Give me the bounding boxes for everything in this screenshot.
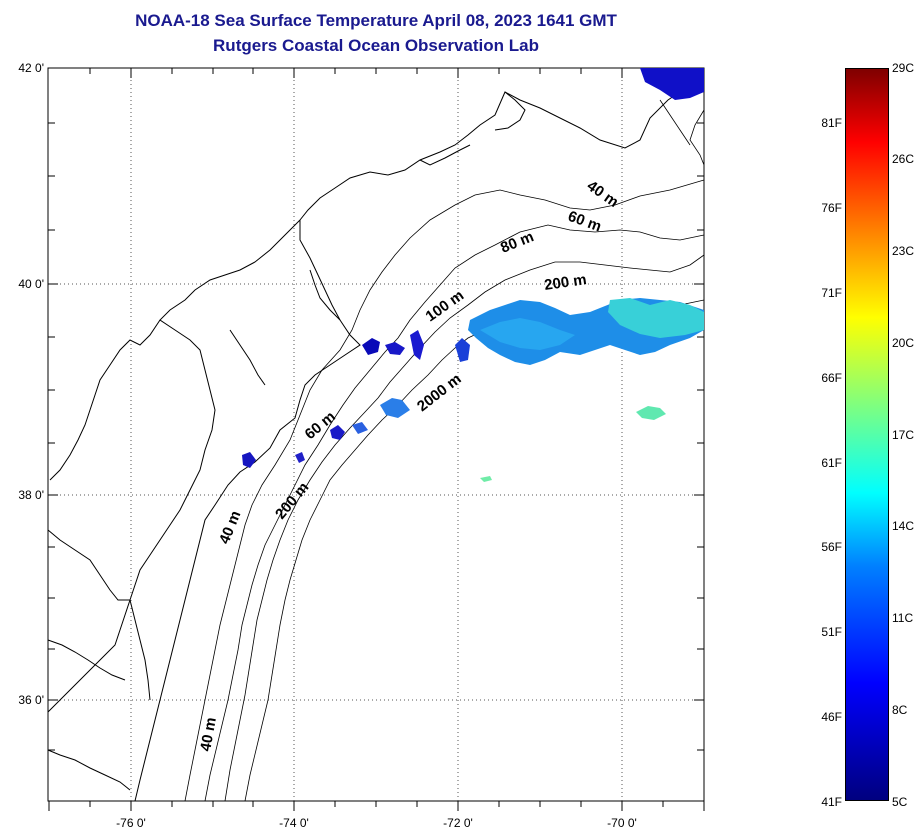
x-axis-label-76: -76 0' bbox=[116, 816, 146, 830]
contour-label-40m-mid: 40 m bbox=[216, 508, 245, 546]
map-subtitle: Rutgers Coastal Ocean Observation Lab bbox=[213, 36, 539, 55]
x-axis-label-74: -74 0' bbox=[279, 816, 309, 830]
coastline bbox=[47, 69, 705, 802]
colorbar-c-14: 14C bbox=[892, 519, 915, 533]
colorbar-f-56: 56F bbox=[821, 540, 842, 554]
contour-label-80m: 80 m bbox=[498, 228, 536, 257]
contour-label-200m-north: 200 m bbox=[543, 271, 587, 294]
depth-contours bbox=[184, 99, 705, 802]
colorbar-c-20: 20C bbox=[892, 336, 915, 350]
contour-label-2000m: 2000 m bbox=[414, 370, 465, 415]
colorbar-c-29: 29C bbox=[892, 61, 915, 75]
colorbar-c-11: 11C bbox=[892, 611, 914, 625]
map-title: NOAA-18 Sea Surface Temperature April 08… bbox=[135, 11, 617, 30]
y-axis-label-38: 38 0' bbox=[18, 488, 44, 502]
colorbar-c-26: 26C bbox=[892, 152, 915, 166]
temperature-colorbar bbox=[845, 68, 889, 801]
colorbar-c-17: 17C bbox=[892, 428, 915, 442]
x-axis-label-70: -70 0' bbox=[607, 816, 637, 830]
colorbar-f-61: 61F bbox=[821, 456, 842, 470]
y-axis-label-40: 40 0' bbox=[18, 277, 44, 291]
contour-label-40m-south: 40 m bbox=[197, 716, 220, 753]
colorbar-f-76: 76F bbox=[821, 201, 842, 215]
grid-lines bbox=[48, 68, 704, 801]
map-frame bbox=[47, 67, 705, 802]
colorbar-c-23: 23C bbox=[892, 244, 915, 258]
colorbar-f-51: 51F bbox=[821, 625, 842, 639]
contour-labels: 40 m 60 m 80 m 200 m 100 m 2000 m 60 m 2… bbox=[197, 177, 621, 752]
contour-label-100m: 100 m bbox=[423, 287, 468, 325]
contour-label-200m-south: 200 m bbox=[272, 479, 312, 523]
axis-ticks bbox=[48, 67, 705, 811]
y-axis-label-42: 42 0' bbox=[18, 61, 44, 75]
colorbar-f-46: 46F bbox=[821, 710, 842, 724]
colorbar-f-41: 41F bbox=[821, 795, 842, 809]
colorbar-c-8: 8C bbox=[892, 703, 908, 717]
x-axis-label-72: -72 0' bbox=[443, 816, 473, 830]
colorbar-c-5: 5C bbox=[892, 795, 908, 809]
colorbar-f-81: 81F bbox=[821, 116, 842, 130]
y-axis-label-36: 36 0' bbox=[18, 693, 44, 707]
colorbar-f-71: 71F bbox=[821, 286, 842, 300]
sst-data-patches bbox=[242, 68, 704, 482]
contour-label-40m-north: 40 m bbox=[584, 177, 622, 211]
colorbar-f-66: 66F bbox=[821, 371, 842, 385]
